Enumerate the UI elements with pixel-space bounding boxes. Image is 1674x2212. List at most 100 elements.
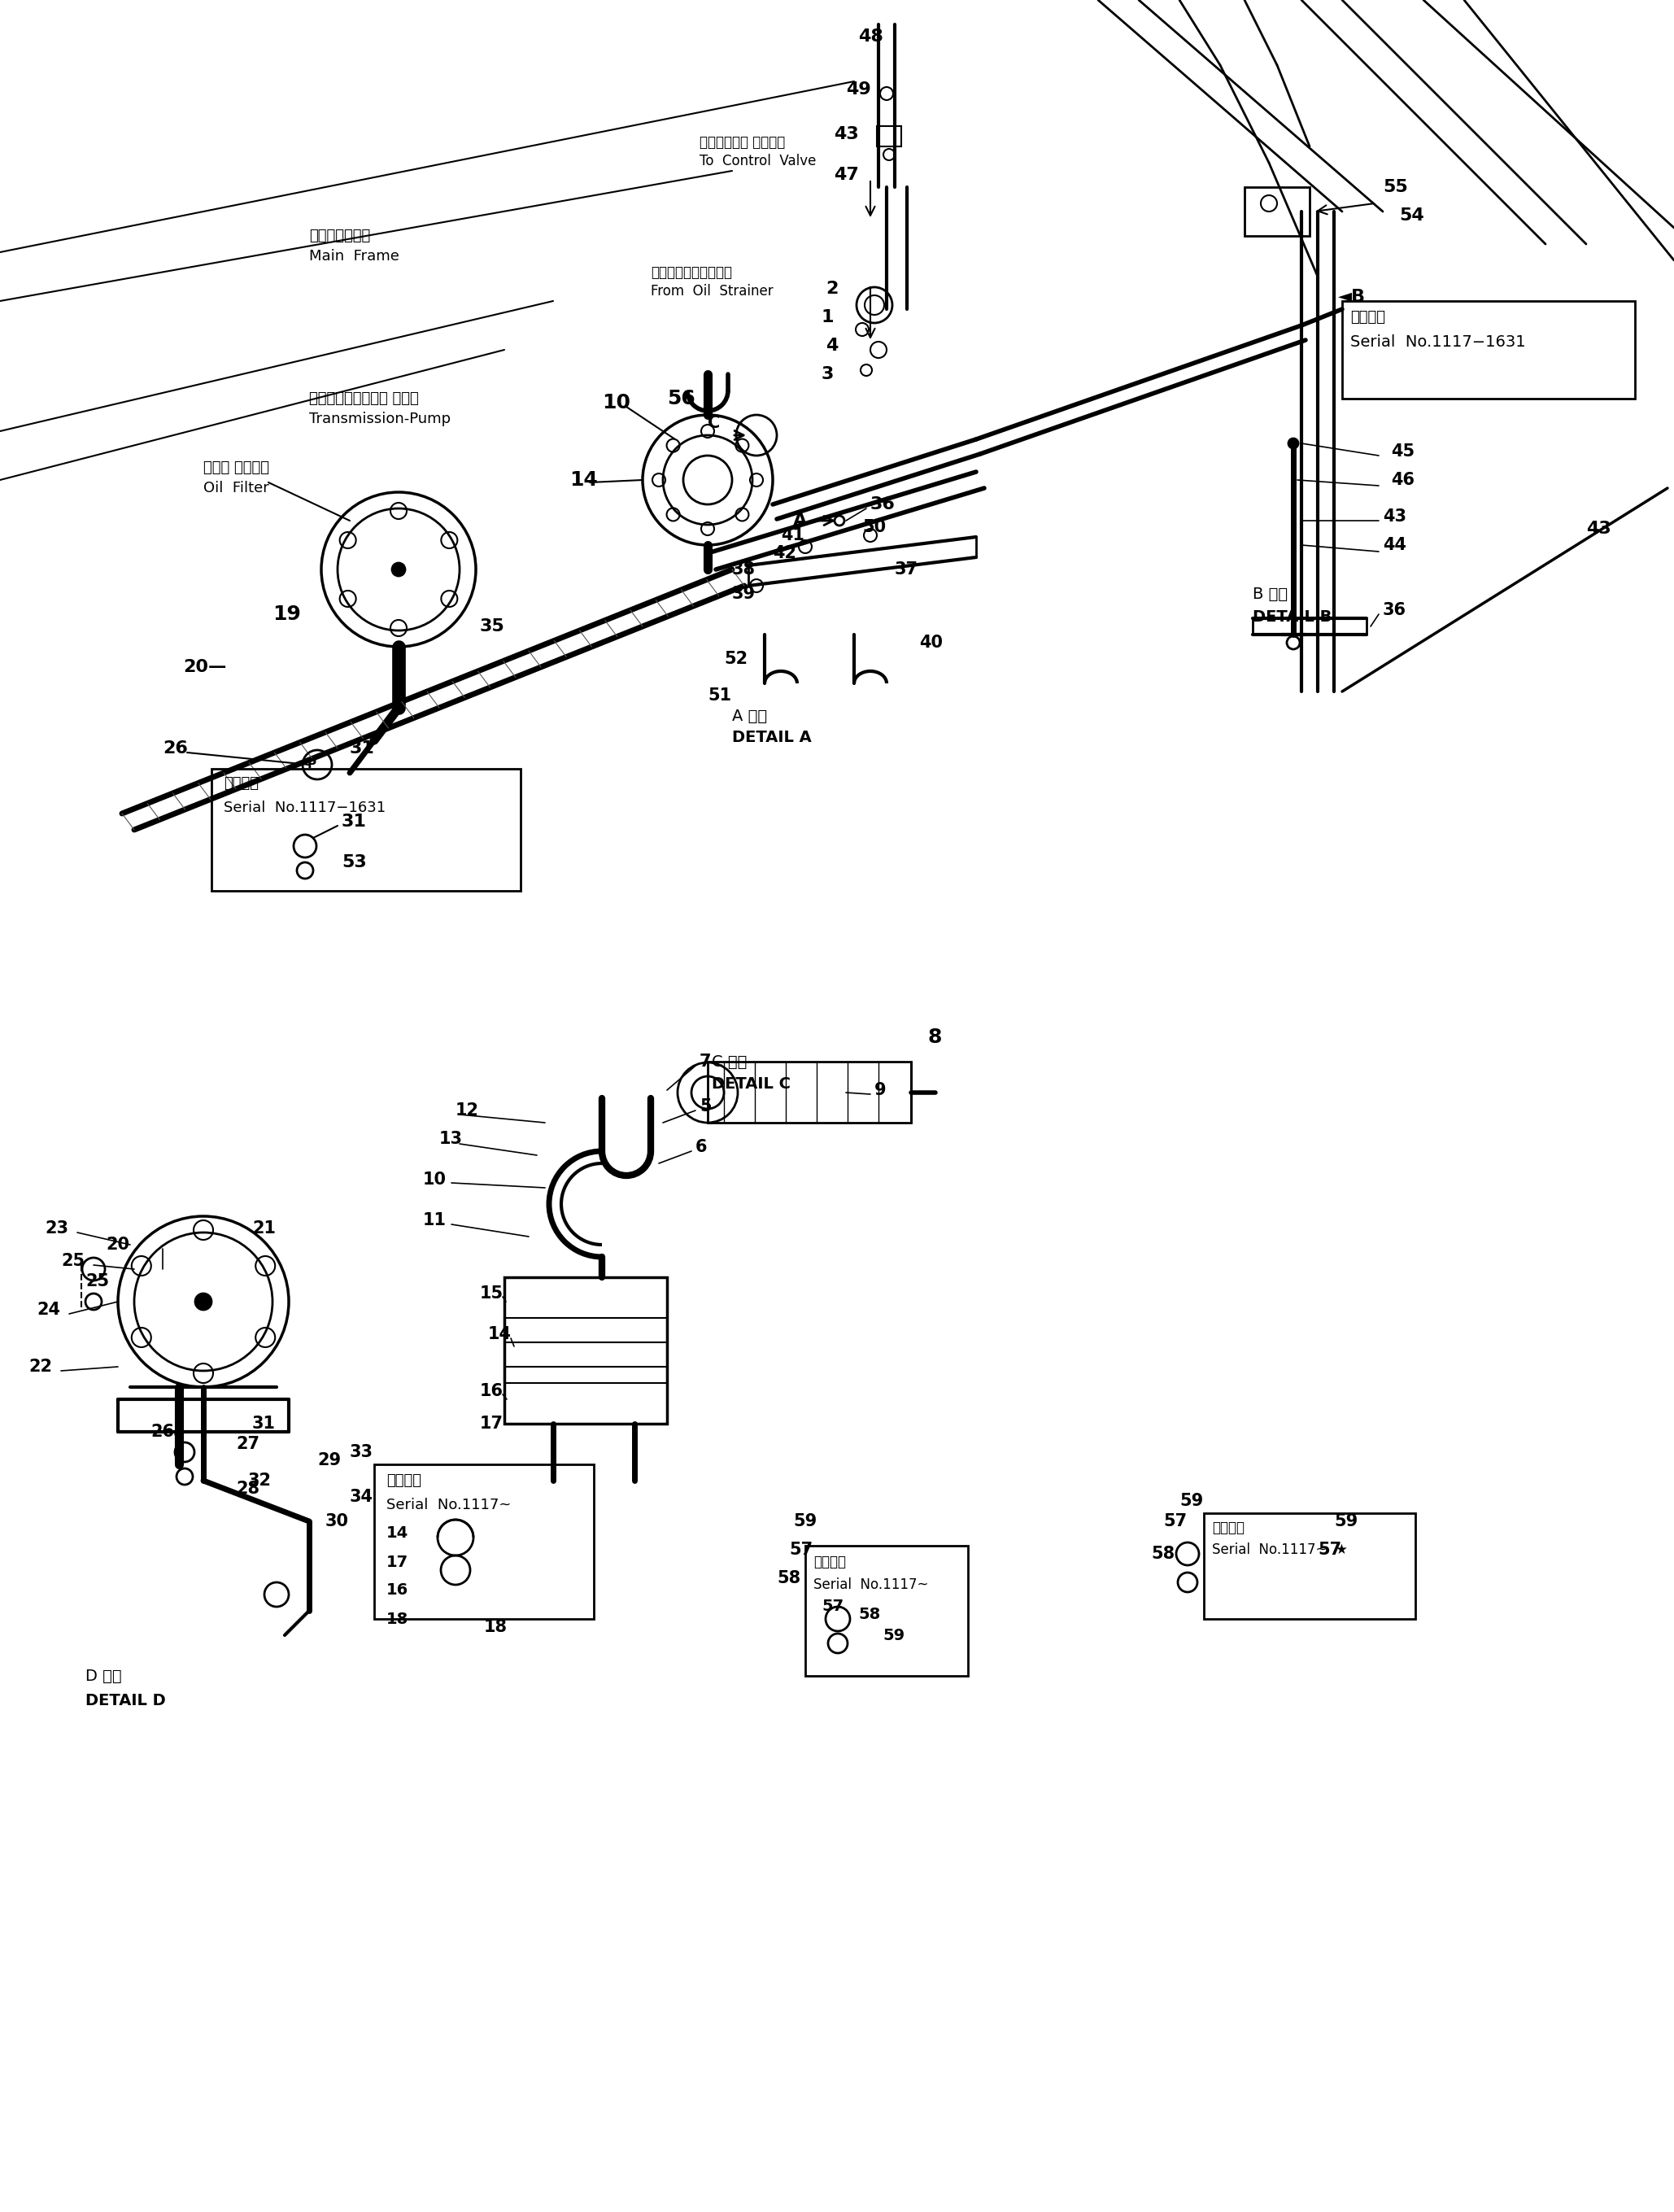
Text: B 詳細: B 詳細: [1252, 586, 1287, 602]
Text: 56: 56: [666, 389, 695, 409]
Text: オイル フィルタ: オイル フィルタ: [203, 460, 270, 476]
Text: 59: 59: [1180, 1493, 1204, 1509]
Text: 19: 19: [273, 604, 301, 624]
Text: Main  Frame: Main Frame: [310, 250, 400, 263]
Text: 20—: 20—: [182, 659, 226, 675]
Text: 20: 20: [105, 1237, 129, 1252]
Bar: [1343, 301, 1635, 398]
Circle shape: [392, 564, 405, 575]
Text: 41: 41: [780, 526, 805, 544]
Text: 22: 22: [28, 1358, 52, 1376]
Text: 59: 59: [882, 1628, 904, 1644]
Text: 16: 16: [387, 1584, 408, 1599]
Text: 6: 6: [695, 1139, 706, 1155]
Text: 10: 10: [603, 394, 631, 411]
Text: 26: 26: [151, 1425, 174, 1440]
Text: 36: 36: [870, 495, 896, 513]
Text: 51: 51: [708, 688, 732, 703]
Text: 18: 18: [387, 1610, 408, 1626]
Text: 42: 42: [773, 544, 797, 562]
Text: 29: 29: [318, 1451, 341, 1469]
Text: 38: 38: [732, 562, 755, 577]
Text: 31: 31: [350, 741, 375, 757]
Text: A 詳細: A 詳細: [732, 708, 767, 723]
Text: DETAIL A: DETAIL A: [732, 730, 812, 745]
Text: 28: 28: [236, 1480, 259, 1498]
Text: 3: 3: [822, 367, 834, 383]
Text: C 詳細: C 詳細: [711, 1053, 747, 1068]
Text: 40: 40: [919, 635, 942, 650]
Text: メインフレーム: メインフレーム: [310, 228, 370, 243]
Text: 33: 33: [350, 1444, 373, 1460]
Text: コントロール バルブヘ: コントロール バルブヘ: [700, 135, 785, 150]
Text: 54: 54: [1399, 208, 1425, 223]
Text: 適用号機: 適用号機: [224, 776, 259, 790]
Text: 7: 7: [700, 1053, 711, 1071]
Text: 30: 30: [325, 1513, 348, 1528]
Text: 23: 23: [45, 1221, 69, 1237]
Circle shape: [196, 1294, 211, 1310]
Text: 4: 4: [825, 338, 839, 354]
Text: 43: 43: [1383, 509, 1406, 524]
Circle shape: [1289, 438, 1299, 449]
Text: Oil  Filter: Oil Filter: [203, 480, 270, 495]
Text: 57: 57: [1317, 1542, 1341, 1557]
Text: DETAIL C: DETAIL C: [711, 1077, 790, 1093]
Text: 49: 49: [845, 82, 870, 97]
Text: 55: 55: [1383, 179, 1408, 195]
Text: C: C: [708, 416, 720, 431]
Text: 2: 2: [825, 281, 839, 296]
Text: 43: 43: [1587, 520, 1610, 538]
Text: 43: 43: [834, 126, 859, 142]
Text: Serial  No.1117~  ★: Serial No.1117~ ★: [1212, 1542, 1348, 1557]
Text: 39: 39: [732, 586, 755, 602]
Text: 15: 15: [480, 1285, 504, 1301]
Text: 45: 45: [1391, 442, 1415, 460]
Text: 35: 35: [480, 619, 506, 635]
Text: Serial  No.1117−1631: Serial No.1117−1631: [224, 801, 385, 816]
Text: 18: 18: [484, 1619, 507, 1635]
Text: 12: 12: [455, 1102, 479, 1119]
Text: 32: 32: [248, 1473, 271, 1489]
Bar: [375, 1464, 594, 1619]
Text: 11: 11: [424, 1212, 447, 1228]
Text: トランスミッション ポンプ: トランスミッション ポンプ: [310, 392, 418, 407]
Text: 1: 1: [822, 310, 834, 325]
Text: 14: 14: [387, 1526, 408, 1542]
Text: 適用号機: 適用号機: [814, 1555, 845, 1568]
Text: 31: 31: [341, 814, 367, 830]
Text: 57: 57: [788, 1542, 812, 1557]
Text: Transmission-Pump: Transmission-Pump: [310, 411, 450, 427]
Text: オイルストレーナから: オイルストレーナから: [651, 265, 732, 281]
Text: 57: 57: [822, 1599, 844, 1615]
Bar: [877, 126, 901, 146]
Text: 適用号機: 適用号機: [387, 1473, 422, 1489]
Text: 44: 44: [1383, 538, 1406, 553]
Text: 25: 25: [60, 1252, 85, 1270]
Text: 31: 31: [253, 1416, 276, 1431]
Text: 58: 58: [1152, 1546, 1175, 1562]
Text: 14: 14: [569, 471, 598, 489]
Text: To  Control  Valve: To Control Valve: [700, 155, 817, 168]
Text: 57: 57: [1163, 1513, 1187, 1528]
Bar: [211, 770, 521, 891]
Bar: [1244, 188, 1309, 237]
Text: 46: 46: [1391, 471, 1415, 489]
Text: ◄B: ◄B: [1338, 290, 1366, 305]
Text: 25: 25: [85, 1274, 109, 1290]
Text: Serial  No.1117~: Serial No.1117~: [814, 1577, 929, 1593]
Text: 58: 58: [859, 1608, 881, 1624]
Text: 26: 26: [162, 741, 187, 757]
Text: 16: 16: [480, 1382, 504, 1400]
Text: 9: 9: [874, 1082, 886, 1099]
Text: 27: 27: [236, 1436, 259, 1451]
Text: 50: 50: [862, 520, 886, 535]
Text: 17: 17: [480, 1416, 504, 1431]
Text: Serial  No.1117~: Serial No.1117~: [387, 1498, 511, 1513]
Text: 37: 37: [894, 562, 919, 577]
Text: 36: 36: [1383, 602, 1406, 619]
Text: From  Oil  Strainer: From Oil Strainer: [651, 283, 773, 299]
Bar: [708, 1062, 911, 1124]
Text: 適用号機: 適用号機: [1212, 1520, 1244, 1535]
Text: 34: 34: [350, 1489, 373, 1504]
